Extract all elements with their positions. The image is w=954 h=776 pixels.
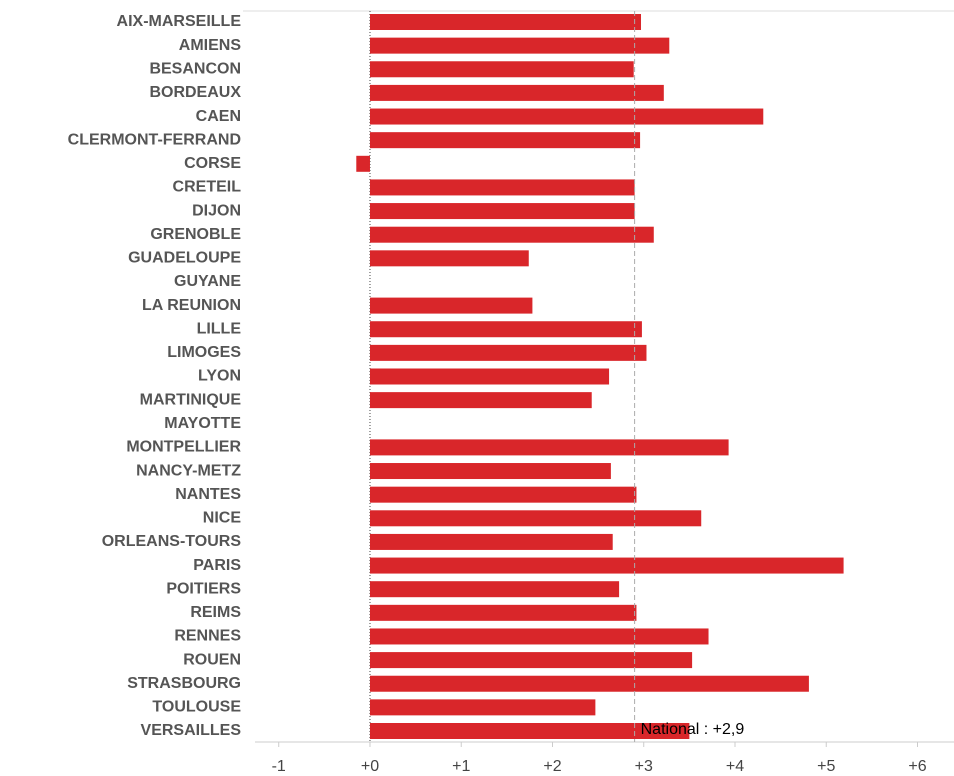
category-label: GRENOBLE <box>150 226 241 243</box>
bar <box>369 439 729 456</box>
bar <box>369 344 647 361</box>
category-label: LIMOGES <box>167 344 241 361</box>
category-label: GUYANE <box>174 273 241 290</box>
x-tick-label: +1 <box>452 758 470 775</box>
category-label: ROUEN <box>183 651 241 668</box>
bar <box>369 84 664 101</box>
x-tick-label: +4 <box>726 758 744 775</box>
bar <box>369 675 809 692</box>
category-label: ORLEANS-TOURS <box>102 533 242 550</box>
category-label: BESANCON <box>149 60 241 77</box>
bar <box>369 226 654 243</box>
x-tick-label: -1 <box>272 758 286 775</box>
bar <box>369 203 635 220</box>
category-label: MARTINIQUE <box>140 391 242 408</box>
bar <box>369 463 611 480</box>
bar <box>369 179 635 196</box>
bar <box>369 557 844 574</box>
category-label: LILLE <box>197 320 242 337</box>
category-label: CRETEIL <box>173 179 242 196</box>
category-label: DIJON <box>192 202 241 219</box>
bar <box>369 699 596 716</box>
x-tick-label: +6 <box>908 758 926 775</box>
category-label: AMIENS <box>179 37 242 54</box>
x-tick-label: +5 <box>817 758 835 775</box>
bar <box>369 61 634 78</box>
bar <box>369 486 637 503</box>
bar <box>369 37 670 54</box>
bar <box>369 132 641 149</box>
category-label: CAEN <box>196 108 241 125</box>
category-label: CORSE <box>184 155 241 172</box>
bar <box>369 368 610 385</box>
bar <box>369 392 592 409</box>
category-label: MAYOTTE <box>164 415 241 432</box>
category-label: PARIS <box>193 557 241 574</box>
bar <box>369 14 642 30</box>
category-label: BORDEAUX <box>149 84 241 101</box>
category-label: TOULOUSE <box>152 699 241 716</box>
bar <box>369 108 764 125</box>
x-tick-label: +0 <box>361 758 379 775</box>
category-label: VERSAILLES <box>141 722 242 739</box>
x-tick-label: +2 <box>543 758 561 775</box>
x-tick-label: +3 <box>635 758 653 775</box>
category-label: GUADELOUPE <box>128 250 241 267</box>
bar <box>369 604 637 621</box>
category-label: NICE <box>203 510 242 527</box>
category-label: MONTPELLIER <box>126 439 241 456</box>
bar <box>369 510 702 527</box>
bar <box>369 250 529 267</box>
bar <box>369 628 709 645</box>
category-label: RENNES <box>174 628 241 645</box>
bar <box>369 297 533 314</box>
bar <box>369 533 613 550</box>
reference-label: National : +2,9 <box>641 721 745 738</box>
category-label: REIMS <box>190 604 241 621</box>
bar <box>369 581 620 598</box>
category-label: CLERMONT-FERRAND <box>68 131 241 148</box>
category-label: LA REUNION <box>142 297 241 314</box>
bar <box>369 723 690 739</box>
bar <box>369 652 693 669</box>
category-label: POITIERS <box>166 580 241 597</box>
category-label: NANCY-METZ <box>136 462 241 479</box>
category-label: NANTES <box>175 486 241 503</box>
category-label: AIX-MARSEILLE <box>117 13 242 30</box>
category-label: LYON <box>198 368 241 385</box>
bar <box>356 155 370 172</box>
category-label: STRASBOURG <box>127 675 241 692</box>
bar <box>369 321 642 338</box>
